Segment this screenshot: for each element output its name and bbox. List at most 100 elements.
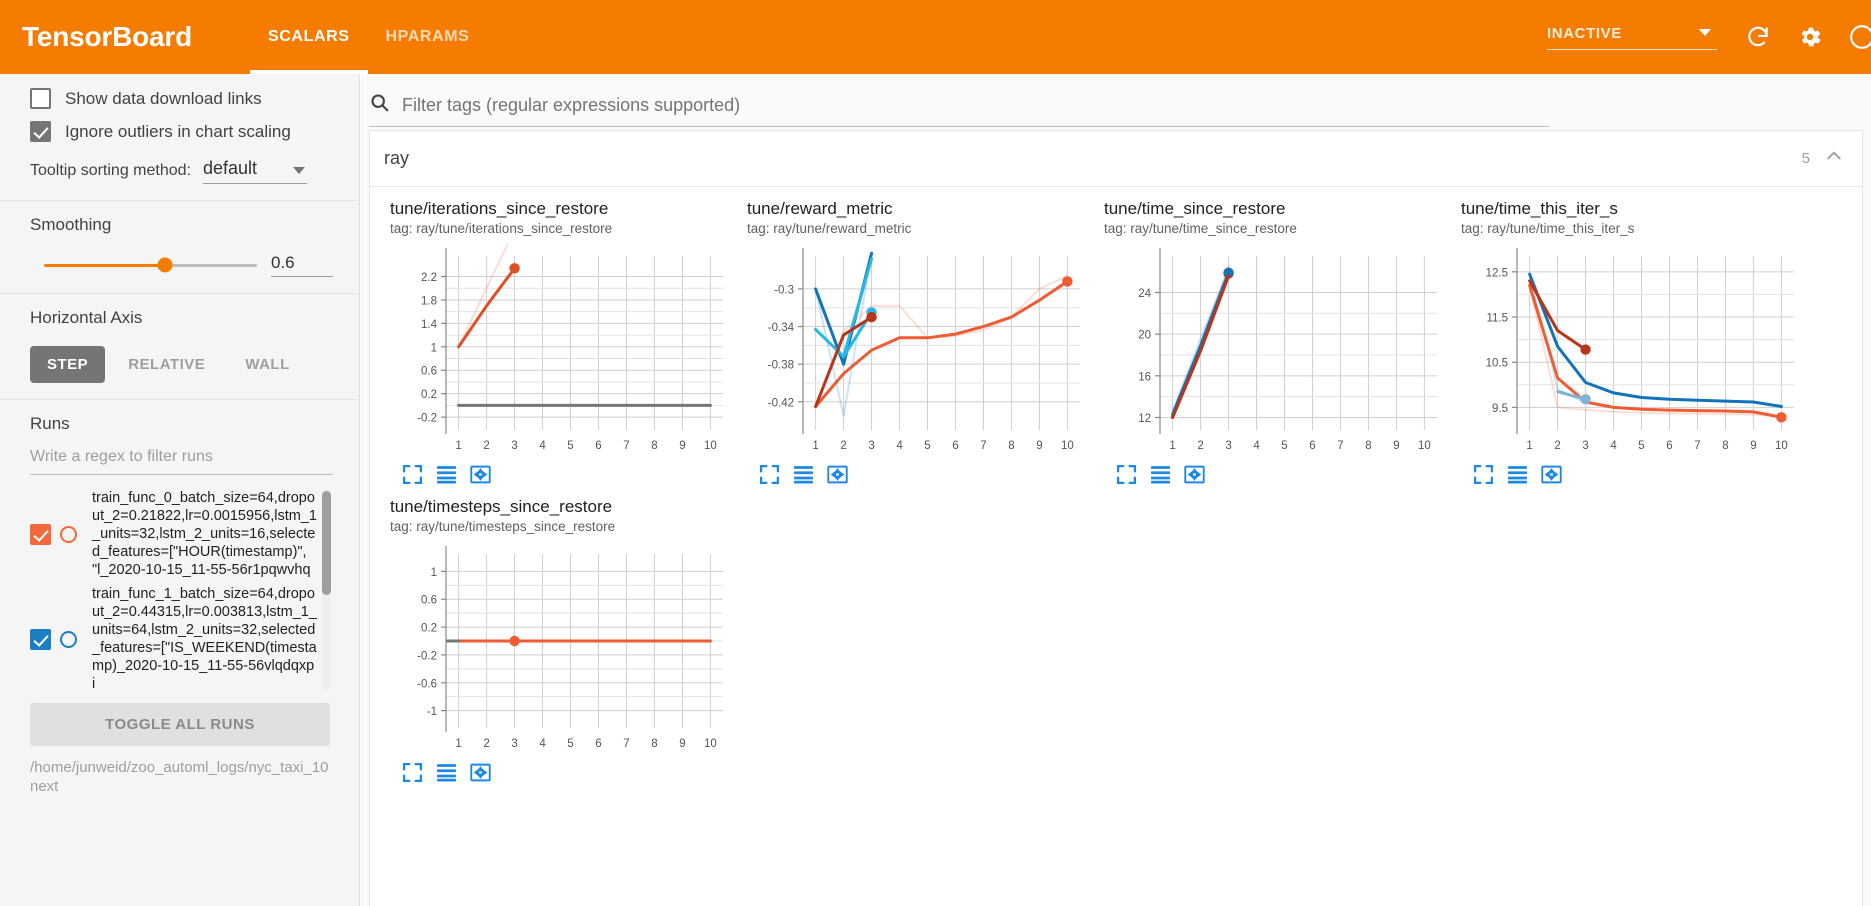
svg-text:6: 6 bbox=[1666, 440, 1672, 452]
runs-filter-input[interactable] bbox=[30, 444, 333, 475]
chart-toolbar bbox=[1116, 464, 1447, 485]
smoothing-value[interactable]: 0.6 bbox=[271, 253, 333, 277]
chart-plot[interactable]: -1 -0.6 -0.2 0.2 0.6 1 1 2 3 4 5 6 7 8 9 10 bbox=[390, 540, 733, 758]
chart-plot[interactable]: 9.5 10.5 11.5 12.5 1 2 3 4 5 6 7 8 9 10 bbox=[1461, 242, 1804, 460]
svg-text:9: 9 bbox=[679, 440, 685, 452]
gear-icon[interactable] bbox=[1793, 20, 1827, 54]
chevron-up-icon[interactable] bbox=[1824, 146, 1844, 171]
tab-hparams[interactable]: HPARAMS bbox=[385, 28, 470, 45]
expand-icon[interactable] bbox=[402, 464, 423, 485]
fit-domain-icon[interactable] bbox=[1541, 464, 1562, 485]
ignore-outliers-label: Ignore outliers in chart scaling bbox=[65, 121, 291, 141]
runs-scrollbar-thumb[interactable] bbox=[322, 491, 331, 595]
chart-card: tune/time_this_iter_s tag: ray/tune/time_… bbox=[1461, 199, 1804, 485]
smoothing-section: Smoothing 0.6 bbox=[0, 201, 359, 294]
svg-text:3: 3 bbox=[511, 738, 517, 750]
refresh-icon[interactable] bbox=[1741, 20, 1775, 54]
chart-toolbar bbox=[759, 464, 1090, 485]
svg-text:10: 10 bbox=[1418, 440, 1431, 452]
list-item[interactable]: train_func_0_batch_size=64,dropout_2=0.2… bbox=[30, 489, 333, 579]
tag-filter-input[interactable] bbox=[400, 93, 1549, 117]
show-download-links-checkbox[interactable] bbox=[30, 88, 51, 109]
svg-text:-0.2: -0.2 bbox=[417, 413, 437, 425]
chart-title: tune/iterations_since_restore bbox=[390, 199, 609, 218]
svg-text:5: 5 bbox=[567, 738, 573, 750]
chevron-down-icon bbox=[1699, 28, 1711, 36]
ignore-outliers-row[interactable]: Ignore outliers in chart scaling bbox=[30, 121, 333, 142]
svg-text:0.2: 0.2 bbox=[421, 389, 437, 401]
svg-text:-0.34: -0.34 bbox=[768, 322, 795, 334]
smoothing-slider-thumb[interactable] bbox=[157, 257, 173, 273]
run-toggle-group[interactable] bbox=[30, 628, 92, 650]
chart-plot[interactable]: 12 16 20 24 1 2 3 4 5 6 7 8 9 10 bbox=[1104, 242, 1447, 460]
svg-text:-0.38: -0.38 bbox=[768, 360, 794, 372]
svg-text:1: 1 bbox=[1526, 440, 1532, 452]
run-checkbox[interactable] bbox=[30, 628, 51, 650]
ignore-outliers-checkbox[interactable] bbox=[30, 121, 51, 142]
svg-text:8: 8 bbox=[1365, 440, 1371, 452]
svg-text:6: 6 bbox=[595, 440, 601, 452]
svg-text:6: 6 bbox=[1309, 440, 1315, 452]
haxis-relative-button[interactable]: RELATIVE bbox=[128, 356, 206, 373]
data-table-icon[interactable] bbox=[1150, 464, 1171, 485]
tab-scalars[interactable]: SCALARS bbox=[249, 0, 368, 74]
svg-text:-0.2: -0.2 bbox=[417, 650, 437, 662]
help-icon[interactable] bbox=[1845, 20, 1871, 54]
svg-text:1: 1 bbox=[1169, 440, 1175, 452]
svg-text:-1: -1 bbox=[427, 706, 437, 718]
smoothing-label: Smoothing bbox=[30, 215, 112, 234]
toggle-all-runs-button[interactable]: TOGGLE ALL RUNS bbox=[30, 703, 330, 746]
runs-label: Runs bbox=[30, 414, 70, 433]
svg-text:9: 9 bbox=[1393, 440, 1399, 452]
expand-icon[interactable] bbox=[402, 762, 423, 783]
expand-icon[interactable] bbox=[1473, 464, 1494, 485]
chart-plot[interactable]: -0.2 0.2 0.6 1 1.4 1.8 2.2 1 2 3 4 5 6 7 8 9 10 bbox=[390, 242, 733, 460]
svg-text:10: 10 bbox=[704, 738, 717, 750]
data-table-icon[interactable] bbox=[436, 762, 457, 783]
tooltip-sorting-row: Tooltip sorting method: default bbox=[30, 158, 333, 184]
chart-plot[interactable]: -0.42 -0.38 -0.34 -0.3 1 2 3 4 5 6 7 8 9 10 bbox=[747, 242, 1090, 460]
fit-domain-icon[interactable] bbox=[470, 762, 491, 783]
tooltip-sorting-select[interactable]: default bbox=[202, 158, 307, 184]
tooltip-sorting-value: default bbox=[202, 158, 258, 178]
haxis-wall-button[interactable]: WALL bbox=[245, 356, 290, 373]
data-table-icon[interactable] bbox=[436, 464, 457, 485]
smoothing-slider[interactable] bbox=[44, 257, 257, 273]
runs-section: Runs train_func_0_batch_size=64,dropout_… bbox=[0, 400, 359, 689]
list-item[interactable]: train_func_1_batch_size=64,dropout_2=0.4… bbox=[30, 585, 333, 689]
run-color-dot[interactable] bbox=[60, 630, 77, 648]
fit-domain-icon[interactable] bbox=[470, 464, 491, 485]
svg-text:2: 2 bbox=[840, 440, 846, 452]
chart-card: tune/reward_metric tag: ray/tune/reward_m… bbox=[747, 199, 1090, 485]
show-download-links-row[interactable]: Show data download links bbox=[30, 88, 333, 109]
svg-text:24: 24 bbox=[1138, 288, 1151, 300]
svg-text:12: 12 bbox=[1138, 413, 1151, 425]
reload-status-dropdown[interactable]: INACTIVE bbox=[1547, 25, 1717, 50]
top-bar-actions: INACTIVE bbox=[1547, 20, 1871, 54]
data-table-icon[interactable] bbox=[1507, 464, 1528, 485]
haxis-step-button[interactable]: STEP bbox=[30, 346, 106, 383]
run-toggle-group[interactable] bbox=[30, 523, 92, 545]
fit-domain-icon[interactable] bbox=[1184, 464, 1205, 485]
tag-group-header[interactable]: ray 5 bbox=[370, 131, 1862, 187]
run-checkbox[interactable] bbox=[30, 523, 51, 545]
chart-tag: tag: ray/tune/iterations_since_restore bbox=[390, 221, 613, 236]
run-color-dot[interactable] bbox=[60, 525, 77, 543]
data-table-icon[interactable] bbox=[793, 464, 814, 485]
svg-text:8: 8 bbox=[1008, 440, 1014, 452]
tag-group-card: ray 5 tune/iterations_since_restore tag: … bbox=[369, 130, 1863, 906]
svg-text:16: 16 bbox=[1138, 371, 1151, 383]
reload-status-label: INACTIVE bbox=[1547, 24, 1622, 42]
svg-text:5: 5 bbox=[567, 440, 573, 452]
tooltip-sorting-label: Tooltip sorting method: bbox=[30, 162, 191, 179]
svg-text:1.8: 1.8 bbox=[421, 295, 437, 307]
fit-domain-icon[interactable] bbox=[827, 464, 848, 485]
svg-text:-0.6: -0.6 bbox=[417, 678, 437, 690]
runs-list[interactable]: train_func_0_batch_size=64,dropout_2=0.2… bbox=[30, 489, 333, 689]
expand-icon[interactable] bbox=[759, 464, 780, 485]
expand-icon[interactable] bbox=[1116, 464, 1137, 485]
svg-text:4: 4 bbox=[1253, 440, 1260, 452]
chart-tag: tag: ray/tune/time_this_iter_s bbox=[1461, 221, 1635, 236]
chart-title: tune/timesteps_since_restore bbox=[390, 497, 613, 516]
chart-toolbar bbox=[402, 464, 733, 485]
